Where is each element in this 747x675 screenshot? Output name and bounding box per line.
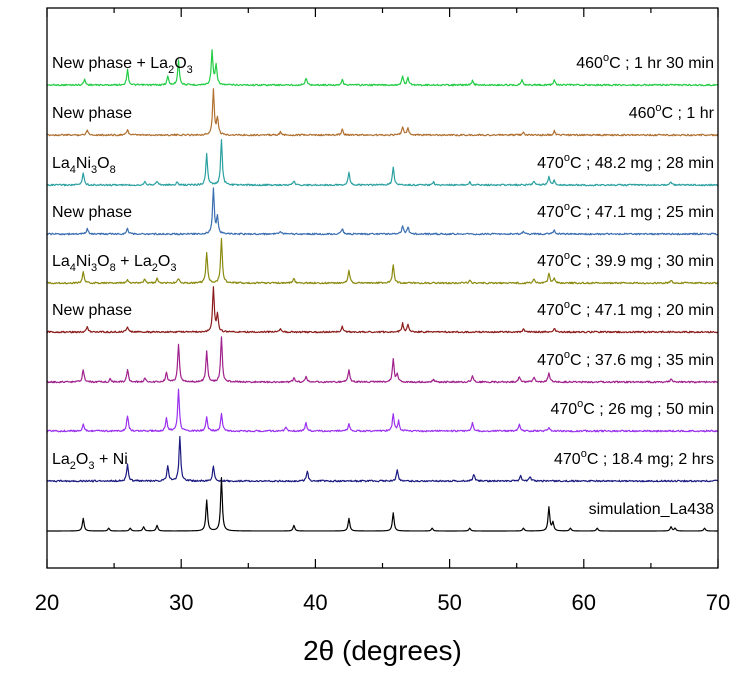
- series-left-label: New phase + La2O3: [52, 55, 193, 76]
- series-right-label-part: o: [655, 102, 661, 114]
- x-tick-label: 70: [706, 590, 730, 615]
- series-right-label-part: C ; 48.2 mg ; 28 min: [570, 155, 714, 172]
- x-ticks-layer: 20 30 40 50 60 70: [35, 8, 730, 615]
- series-right-label: simulation_La438: [589, 501, 715, 518]
- series-line: [46, 336, 719, 384]
- series-left-label-part: 3: [88, 460, 94, 472]
- series-left-label-part: New phase + La: [52, 55, 168, 72]
- series-line: [46, 49, 719, 87]
- series-right-label-part: C ; 26 mg ; 50 min: [583, 401, 714, 418]
- series-right-label-part: 470: [537, 253, 564, 270]
- series-line: [46, 237, 719, 285]
- series-right-label: 470oC ; 18.4 mg; 2 hrs: [554, 448, 714, 468]
- series-line: [46, 139, 719, 187]
- series-right-label: 470oC ; 39.9 mg ; 30 min: [537, 250, 714, 270]
- labels-layer: New phase + La2O3 460oC ; 1 hr 30 minNew …: [52, 52, 715, 518]
- series-left-label: La2O3 + Ni: [52, 451, 128, 472]
- x-tick-label: 40: [303, 590, 327, 615]
- series-right-label: 470oC ; 37.6 mg ; 35 min: [537, 349, 714, 369]
- series-line: [46, 388, 719, 433]
- series-right-label-part: o: [564, 201, 570, 213]
- series-left-label-part: 3: [187, 64, 193, 76]
- series-left-label-part: Ni: [76, 155, 91, 172]
- series-right-label: 470oC ; 47.1 mg ; 20 min: [537, 299, 714, 319]
- series-right-label-part: C ; 18.4 mg; 2 hrs: [587, 451, 714, 468]
- series-left-label-part: New phase: [52, 105, 132, 122]
- series-right-label-part: C ; 39.9 mg ; 30 min: [570, 253, 714, 270]
- series-left-label-part: O: [76, 451, 88, 468]
- series-right-label-part: o: [603, 52, 609, 64]
- series-left-label-part: + La: [116, 253, 152, 270]
- series-left-label-part: O: [158, 253, 170, 270]
- series-right-label: 470oC ; 48.2 mg ; 28 min: [537, 152, 714, 172]
- series-left-label-part: 8: [110, 164, 116, 176]
- series-right-label-part: 470: [550, 401, 577, 418]
- series-right-label-part: o: [564, 152, 570, 164]
- series-left-label: La4Ni3O8: [52, 155, 116, 176]
- x-tick-label: 50: [437, 590, 461, 615]
- series-right-label-part: simulation_La438: [589, 501, 715, 518]
- series-right-label-part: C ; 47.1 mg ; 25 min: [570, 204, 714, 221]
- series-left-label-part: 3: [91, 164, 97, 176]
- series-right-label: 460oC ; 1 hr: [629, 102, 715, 122]
- series-right-label: 470oC ; 47.1 mg ; 25 min: [537, 201, 714, 221]
- series-left-label-part: La: [52, 155, 70, 172]
- series-line: [46, 187, 719, 236]
- series-right-label-part: 470: [554, 451, 581, 468]
- series-left-label-part: 2: [152, 262, 158, 274]
- series-right-label-part: C ; 37.6 mg ; 35 min: [570, 352, 714, 369]
- series-right-label-part: 460: [629, 105, 656, 122]
- series-left-label: New phase: [52, 105, 132, 122]
- series-right-label-part: o: [577, 398, 583, 410]
- curves-layer: [46, 49, 719, 532]
- x-tick-label: 20: [35, 590, 59, 615]
- series-left-label-part: New phase: [52, 204, 132, 221]
- plot-frame: [46, 7, 719, 569]
- series-left-label-part: La: [52, 451, 70, 468]
- series-left-label-part: O: [97, 253, 109, 270]
- series-right-label-part: C ; 1 hr 30 min: [609, 55, 714, 72]
- series-right-label: 470oC ; 26 mg ; 50 min: [550, 398, 714, 418]
- series-left-label: New phase: [52, 302, 132, 319]
- series-left-label-part: 4: [70, 262, 76, 274]
- series-left-label-part: 8: [110, 262, 116, 274]
- series-right-label-part: 470: [537, 204, 564, 221]
- series-line: [46, 286, 719, 334]
- series-left-label-part: + Ni: [95, 451, 128, 468]
- series-right-label-part: o: [564, 250, 570, 262]
- series-left-label: New phase: [52, 204, 132, 221]
- series-right-label-part: C ; 47.1 mg ; 20 min: [570, 302, 714, 319]
- series-right-label-part: 460: [576, 55, 603, 72]
- series-left-label-part: 2: [70, 460, 76, 472]
- series-left-label-part: 2: [168, 64, 174, 76]
- series-right-label-part: C ; 1 hr: [662, 105, 715, 122]
- series-line: [46, 435, 719, 483]
- series-left-label-part: 3: [170, 262, 176, 274]
- series-right-label-part: 470: [537, 302, 564, 319]
- series-right-label-part: o: [581, 448, 587, 460]
- series-right-label-part: o: [564, 349, 570, 361]
- series-line: [46, 88, 719, 137]
- series-left-label-part: Ni: [76, 253, 91, 270]
- series-left-label-part: O: [174, 55, 186, 72]
- series-left-label-part: O: [97, 155, 109, 172]
- series-left-label-part: 4: [70, 164, 76, 176]
- x-tick-label: 30: [169, 590, 193, 615]
- series-right-label-part: 470: [537, 155, 564, 172]
- series-left-label-part: 3: [91, 262, 97, 274]
- x-axis-title: 2θ (degrees): [303, 635, 462, 666]
- series-right-label-part: o: [564, 299, 570, 311]
- series-left-label-part: New phase: [52, 302, 132, 319]
- series-left-label-part: La: [52, 253, 70, 270]
- series-line: [47, 477, 718, 532]
- series-right-label: 460oC ; 1 hr 30 min: [576, 52, 714, 72]
- series-right-label-part: 470: [537, 352, 564, 369]
- x-tick-label: 60: [572, 590, 596, 615]
- series-left-label: La4Ni3O8 + La2O3: [52, 253, 176, 274]
